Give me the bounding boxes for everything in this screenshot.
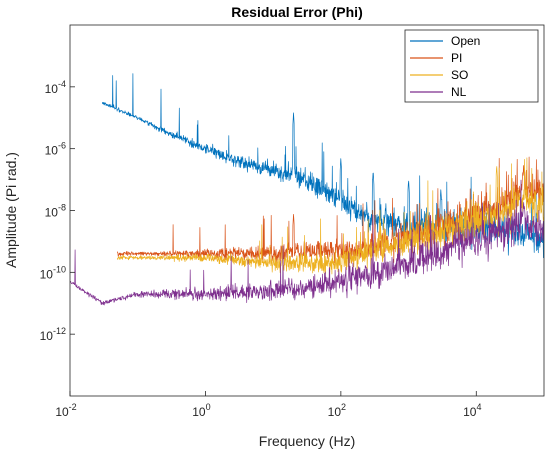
x-tick-exponent: -2 (69, 402, 77, 412)
x-ticks: 10-2 100 102 104 (55, 391, 481, 419)
x-tick-exponent: 2 (341, 402, 346, 412)
x-tick-exponent: 0 (206, 402, 211, 412)
y-tick-exponent: -8 (58, 203, 66, 213)
y-tick-base: 10 (45, 206, 59, 220)
x-tick-base: 10 (55, 405, 69, 419)
legend-label-open: Open (451, 34, 480, 48)
y-tick-label: 10-10 (40, 264, 66, 281)
y-tick-base: 10 (45, 144, 59, 158)
x-tick-label: 10-2 (55, 402, 76, 419)
y-tick-exponent: -4 (58, 79, 66, 89)
x-tick-base: 10 (463, 405, 477, 419)
series-layer (70, 73, 544, 306)
y-tick-label: 10-4 (45, 79, 66, 96)
x-tick-label: 100 (192, 402, 210, 419)
legend-box (404, 29, 539, 103)
y-tick-base: 10 (45, 82, 59, 96)
y-tick-label: 10-8 (45, 203, 66, 220)
legend-label-nl: NL (451, 85, 467, 99)
legend-label-so: SO (451, 68, 468, 82)
y-tick-base: 10 (40, 329, 54, 343)
x-tick-base: 10 (328, 405, 342, 419)
chart-title: Residual Error (Phi) (231, 4, 362, 20)
x-axis-label: Frequency (Hz) (259, 433, 355, 449)
y-tick-exponent: -10 (53, 264, 66, 274)
y-axis-label: Amplitude (Pi rad.) (3, 152, 19, 268)
y-tick-exponent: -6 (58, 141, 66, 151)
legend-label-pi: PI (451, 51, 462, 65)
legend: Open PI SO NL (404, 29, 539, 103)
x-tick-label: 104 (463, 402, 481, 419)
x-tick-base: 10 (192, 405, 206, 419)
y-tick-label: 10-12 (40, 326, 66, 343)
series-line-nl (70, 179, 544, 306)
y-tick-exponent: -12 (53, 326, 66, 336)
series-line-so (116, 157, 544, 275)
y-tick-label: 10-6 (45, 141, 66, 158)
x-tick-label: 102 (328, 402, 346, 419)
y-tick-base: 10 (40, 267, 54, 281)
x-tick-exponent: 4 (476, 402, 481, 412)
